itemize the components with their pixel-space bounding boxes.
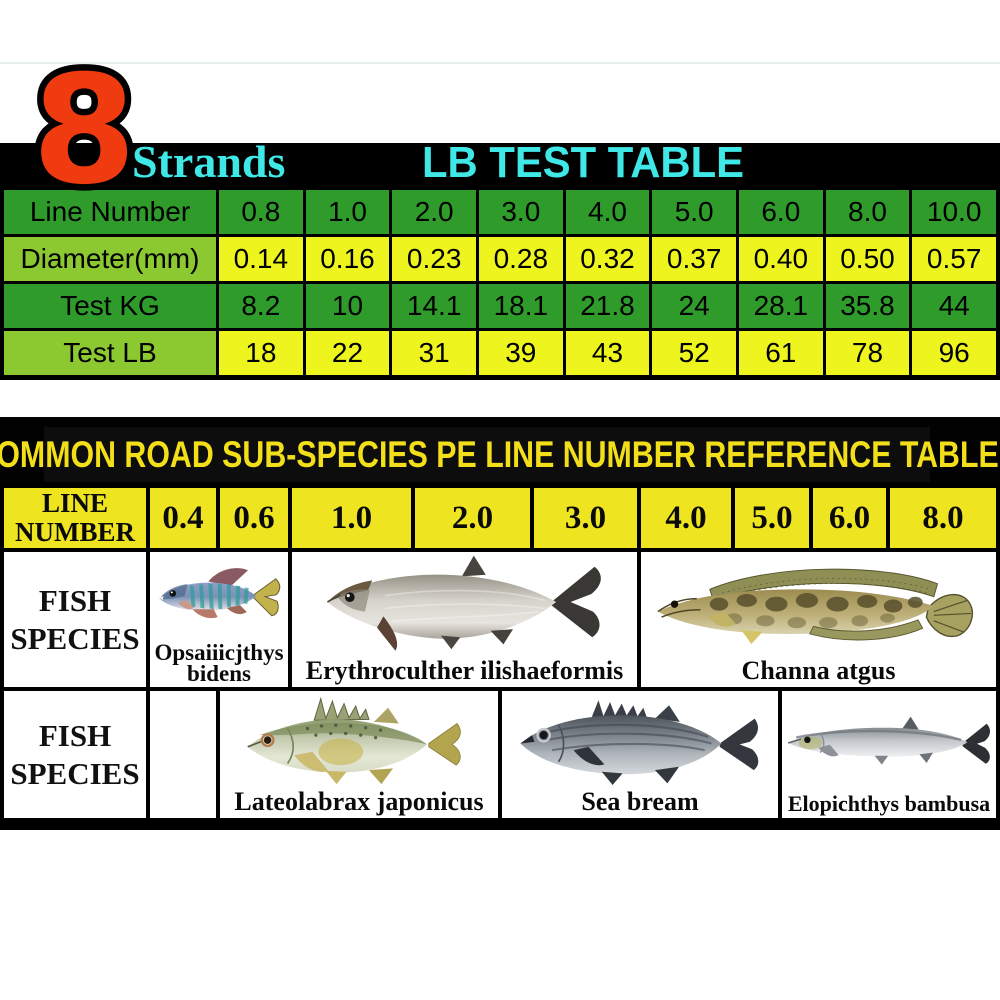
header-line-number: 0.6 [220, 488, 288, 548]
row-label-diameter: Diameter(mm) [4, 237, 216, 281]
test-lb-value: 22 [305, 331, 390, 375]
species-cell-erythroculter: Erythroculther ilishaeformis [292, 552, 637, 687]
minnow-fish-icon [158, 568, 281, 618]
empty-cell [150, 691, 216, 818]
opsariichthys-bidens-image [153, 554, 285, 642]
header-line-number: 6.0 [813, 488, 886, 548]
line-number-value: 2.0 [392, 190, 476, 234]
species-cell-channa: Channa atgus [641, 552, 996, 687]
hero-black-bar [0, 143, 1000, 185]
line-number-value: 6.0 [738, 190, 823, 234]
header-line-number: 2.0 [415, 488, 530, 548]
species-name: Erythroculther ilishaeformis [305, 656, 624, 685]
species-name: Opsaiiicjthys bidens [154, 639, 284, 686]
line-number-value: 8.0 [825, 190, 910, 234]
header-line-number: 5.0 [735, 488, 809, 548]
row-label-test-lb: Test LB [4, 331, 216, 375]
fish-species-label: FISH SPECIES [4, 691, 146, 818]
test-lb-value: 31 [392, 331, 476, 375]
fish-species-label: FISH SPECIES [4, 552, 146, 687]
test-lb-value: 96 [912, 331, 996, 375]
yellowcheek-fish-icon [787, 716, 991, 765]
test-lb-value: 61 [738, 331, 823, 375]
test-kg-value: 44 [912, 284, 996, 328]
test-kg-value: 18.1 [478, 284, 563, 328]
species-cell-elopichthys: Elopichthys bambusa [782, 691, 996, 818]
header-line-number: 1.0 [292, 488, 411, 548]
strand-count-8-graphic: 8 [26, 38, 143, 225]
silver-carp-fish-icon [326, 555, 601, 651]
species-name: Sea bream [581, 787, 699, 816]
line-number-value: 5.0 [652, 190, 736, 234]
fish-species-row-1: FISH SPECIES [4, 552, 996, 687]
line-number-value: 10.0 [912, 190, 996, 234]
seabass-fish-icon [247, 696, 461, 785]
diameter-value: 0.57 [912, 237, 996, 281]
test-lb-value: 18 [219, 331, 303, 375]
row-label-line-number: Line Number [4, 190, 216, 234]
species-cell-opsariichthys: Opsaiiicjthys bidens [150, 552, 288, 687]
diameter-value: 0.23 [392, 237, 476, 281]
test-kg-value: 28.1 [738, 284, 823, 328]
fish-species-row-2: FISH SPECIES [4, 691, 996, 818]
header-line-number: 8.0 [890, 488, 996, 548]
test-kg-value: 35.8 [825, 284, 910, 328]
lb-test-table: Line Number 0.8 1.0 2.0 3.0 4.0 5.0 6.0 … [0, 185, 1000, 380]
lb-test-table-title: LB TEST TABLE [422, 138, 744, 187]
line-number-value: 4.0 [565, 190, 650, 234]
line-number-value: 3.0 [478, 190, 563, 234]
test-lb-value: 39 [478, 331, 563, 375]
erythroculter-ilishaeformis-image [299, 554, 631, 658]
diameter-value: 0.16 [305, 237, 390, 281]
diameter-value: 0.28 [478, 237, 563, 281]
diameter-value: 0.40 [738, 237, 823, 281]
sea-bream-image [506, 693, 774, 789]
elopichthys-bambusa-image [785, 693, 993, 793]
test-lb-value: 78 [825, 331, 910, 375]
header-line-number: 3.0 [534, 488, 637, 548]
snakehead-fish-icon [656, 568, 973, 644]
row-label-test-kg: Test KG [4, 284, 216, 328]
test-kg-value: 14.1 [392, 284, 476, 328]
reference-table-banner: COMMON ROAD SUB-SPECIES PE LINE NUMBER R… [0, 417, 1000, 482]
channa-argus-image [644, 554, 994, 658]
test-lb-value: 43 [565, 331, 650, 375]
species-cell-lateolabrax: Lateolabrax japonicus [220, 691, 498, 818]
species-name: Channa atgus [741, 656, 896, 685]
strand-count-text: 8 [32, 44, 136, 200]
test-kg-value: 21.8 [565, 284, 650, 328]
species-name: Elopichthys bambusa [787, 791, 991, 816]
line-number-value: 1.0 [305, 190, 390, 234]
diameter-value: 0.50 [825, 237, 910, 281]
test-kg-value: 24 [652, 284, 736, 328]
species-cell-sea-bream: Sea bream [502, 691, 778, 818]
header-line-number: 4.0 [641, 488, 731, 548]
banner-inner-panel: COMMON ROAD SUB-SPECIES PE LINE NUMBER R… [0, 427, 999, 482]
species-reference-table: LINE NUMBER 0.4 0.6 1.0 2.0 3.0 4.0 5.0 … [0, 482, 1000, 830]
header-line-number: 0.4 [150, 488, 216, 548]
sea-bream-fish-icon [520, 700, 759, 786]
test-lb-value: 52 [652, 331, 736, 375]
strands-label: Strands [132, 136, 286, 187]
reference-header-row: LINE NUMBER 0.4 0.6 1.0 2.0 3.0 4.0 5.0 … [4, 488, 996, 548]
line-number-value: 0.8 [219, 190, 303, 234]
species-name: Lateolabrax japonicus [234, 787, 484, 816]
top-divider-line [0, 62, 1000, 64]
diameter-value: 0.32 [565, 237, 650, 281]
test-kg-value: 10 [305, 284, 390, 328]
lateolabrax-japonicus-image [228, 693, 490, 789]
diameter-value: 0.37 [652, 237, 736, 281]
header-line-number-label: LINE NUMBER [4, 488, 146, 548]
diameter-value: 0.14 [219, 237, 303, 281]
reference-table-title: COMMON ROAD SUB-SPECIES PE LINE NUMBER R… [0, 434, 1000, 475]
strand-count-figure: 8 [26, 38, 176, 225]
test-kg-value: 8.2 [219, 284, 303, 328]
